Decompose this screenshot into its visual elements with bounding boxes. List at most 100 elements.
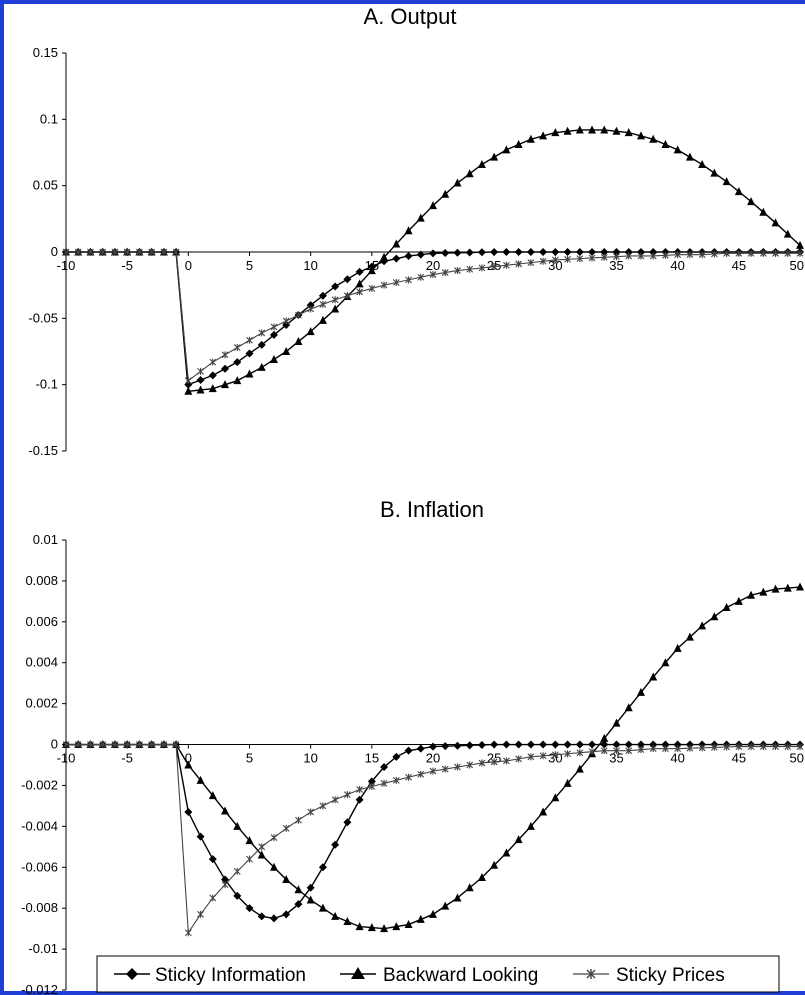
data-point-asterisk — [600, 747, 608, 755]
data-point-asterisk — [270, 323, 278, 331]
data-point-diamond — [563, 740, 572, 749]
data-point-triangle — [649, 672, 658, 681]
data-point-triangle — [796, 240, 804, 249]
data-point-asterisk — [735, 249, 743, 257]
output-x-tick-label: 35 — [609, 258, 623, 273]
legend-item-sticky-prices: Sticky Prices — [573, 965, 725, 986]
inflation-y-tick-label: -0.004 — [21, 818, 58, 833]
data-point-asterisk — [515, 755, 523, 763]
data-point-asterisk — [796, 743, 804, 751]
data-point-diamond — [196, 832, 205, 841]
output-y-tick-label: -0.15 — [28, 443, 58, 458]
inflation-x-tick-label: -10 — [57, 751, 76, 766]
data-point-triangle — [575, 125, 584, 134]
data-point-asterisk — [307, 808, 315, 816]
data-point-asterisk — [270, 834, 278, 842]
data-point-triangle — [759, 587, 768, 596]
inflation-y-tick-label: 0.01 — [33, 532, 58, 547]
data-point-triangle — [245, 836, 254, 845]
data-point-asterisk — [588, 254, 596, 262]
data-point-asterisk — [588, 748, 596, 756]
data-point-triangle — [734, 596, 743, 605]
data-point-triangle — [685, 632, 694, 641]
data-point-triangle — [783, 229, 792, 238]
data-point-diamond — [380, 763, 389, 772]
data-point-triangle — [294, 885, 303, 894]
data-point-asterisk — [319, 300, 327, 308]
data-point-asterisk — [613, 747, 620, 755]
data-point-triangle — [673, 643, 682, 652]
data-point-asterisk — [233, 867, 241, 875]
data-point-diamond — [318, 291, 327, 300]
data-point-triangle — [441, 901, 450, 910]
data-point-triangle — [698, 621, 707, 630]
data-point-diamond — [588, 740, 597, 749]
data-point-diamond — [514, 248, 523, 256]
data-point-triangle — [514, 140, 523, 149]
data-point-asterisk — [343, 292, 351, 300]
data-point-asterisk — [490, 263, 498, 271]
legend-box — [96, 955, 780, 993]
data-point-asterisk — [62, 248, 70, 256]
data-point-asterisk — [343, 791, 351, 799]
data-point-triangle — [245, 369, 254, 378]
data-point-asterisk — [759, 743, 767, 751]
data-point-diamond — [465, 741, 474, 750]
data-point-diamond — [539, 740, 548, 749]
data-point-asterisk — [564, 750, 571, 758]
output-y-tick-label: 0 — [51, 244, 58, 259]
data-point-asterisk — [148, 741, 156, 749]
data-point-asterisk — [649, 252, 657, 260]
data-point-triangle — [208, 384, 217, 393]
output-y-tick-label: -0.05 — [28, 310, 58, 325]
inflation-x-tick-label: 10 — [303, 751, 317, 766]
data-point-triangle — [465, 169, 474, 178]
data-point-triangle — [306, 327, 315, 336]
data-point-triangle — [575, 764, 584, 773]
data-point-asterisk — [466, 265, 474, 273]
data-point-triangle — [722, 603, 731, 611]
data-point-triangle — [269, 862, 278, 871]
data-point-asterisk — [197, 910, 204, 918]
data-point-diamond — [502, 740, 511, 749]
data-point-asterisk — [698, 744, 706, 752]
data-point-asterisk — [74, 248, 82, 256]
data-point-asterisk — [246, 336, 253, 344]
data-point-triangle — [539, 131, 548, 140]
data-point-triangle — [526, 134, 535, 143]
data-point-triangle — [453, 178, 462, 187]
data-point-diamond — [331, 840, 340, 849]
data-point-triangle — [196, 385, 205, 394]
data-point-triangle — [636, 131, 645, 140]
output-series-sticky-prices — [62, 248, 804, 385]
inflation-y-tick-label: 0.008 — [25, 573, 58, 588]
data-point-triangle — [636, 687, 645, 696]
data-point-asterisk — [295, 816, 302, 824]
data-point-triangle — [600, 125, 609, 134]
inflation-x-tick-label: 5 — [246, 751, 253, 766]
inflation-y-tick-label: 0 — [51, 737, 58, 752]
data-point-asterisk — [123, 741, 131, 749]
data-point-asterisk — [454, 267, 461, 275]
data-point-asterisk — [87, 248, 94, 256]
output-x-tick-label: 45 — [732, 258, 746, 273]
data-point-asterisk — [209, 894, 217, 902]
data-point-asterisk — [441, 765, 449, 773]
data-point-triangle — [563, 778, 572, 787]
inflation-y-tick-label: -0.012 — [21, 982, 58, 995]
data-point-diamond — [245, 904, 254, 913]
data-point-triangle — [612, 718, 621, 727]
data-point-asterisk — [160, 248, 168, 256]
data-point-asterisk — [637, 746, 645, 754]
data-point-triangle — [257, 850, 266, 859]
data-point-asterisk — [478, 264, 486, 272]
data-point-asterisk — [258, 329, 266, 337]
data-point-asterisk — [551, 256, 559, 264]
data-point-asterisk — [295, 311, 302, 319]
data-point-asterisk — [233, 344, 241, 352]
data-point-asterisk — [662, 745, 669, 753]
data-point-asterisk — [600, 253, 608, 261]
data-point-triangle — [796, 582, 804, 591]
data-point-diamond — [269, 330, 278, 339]
